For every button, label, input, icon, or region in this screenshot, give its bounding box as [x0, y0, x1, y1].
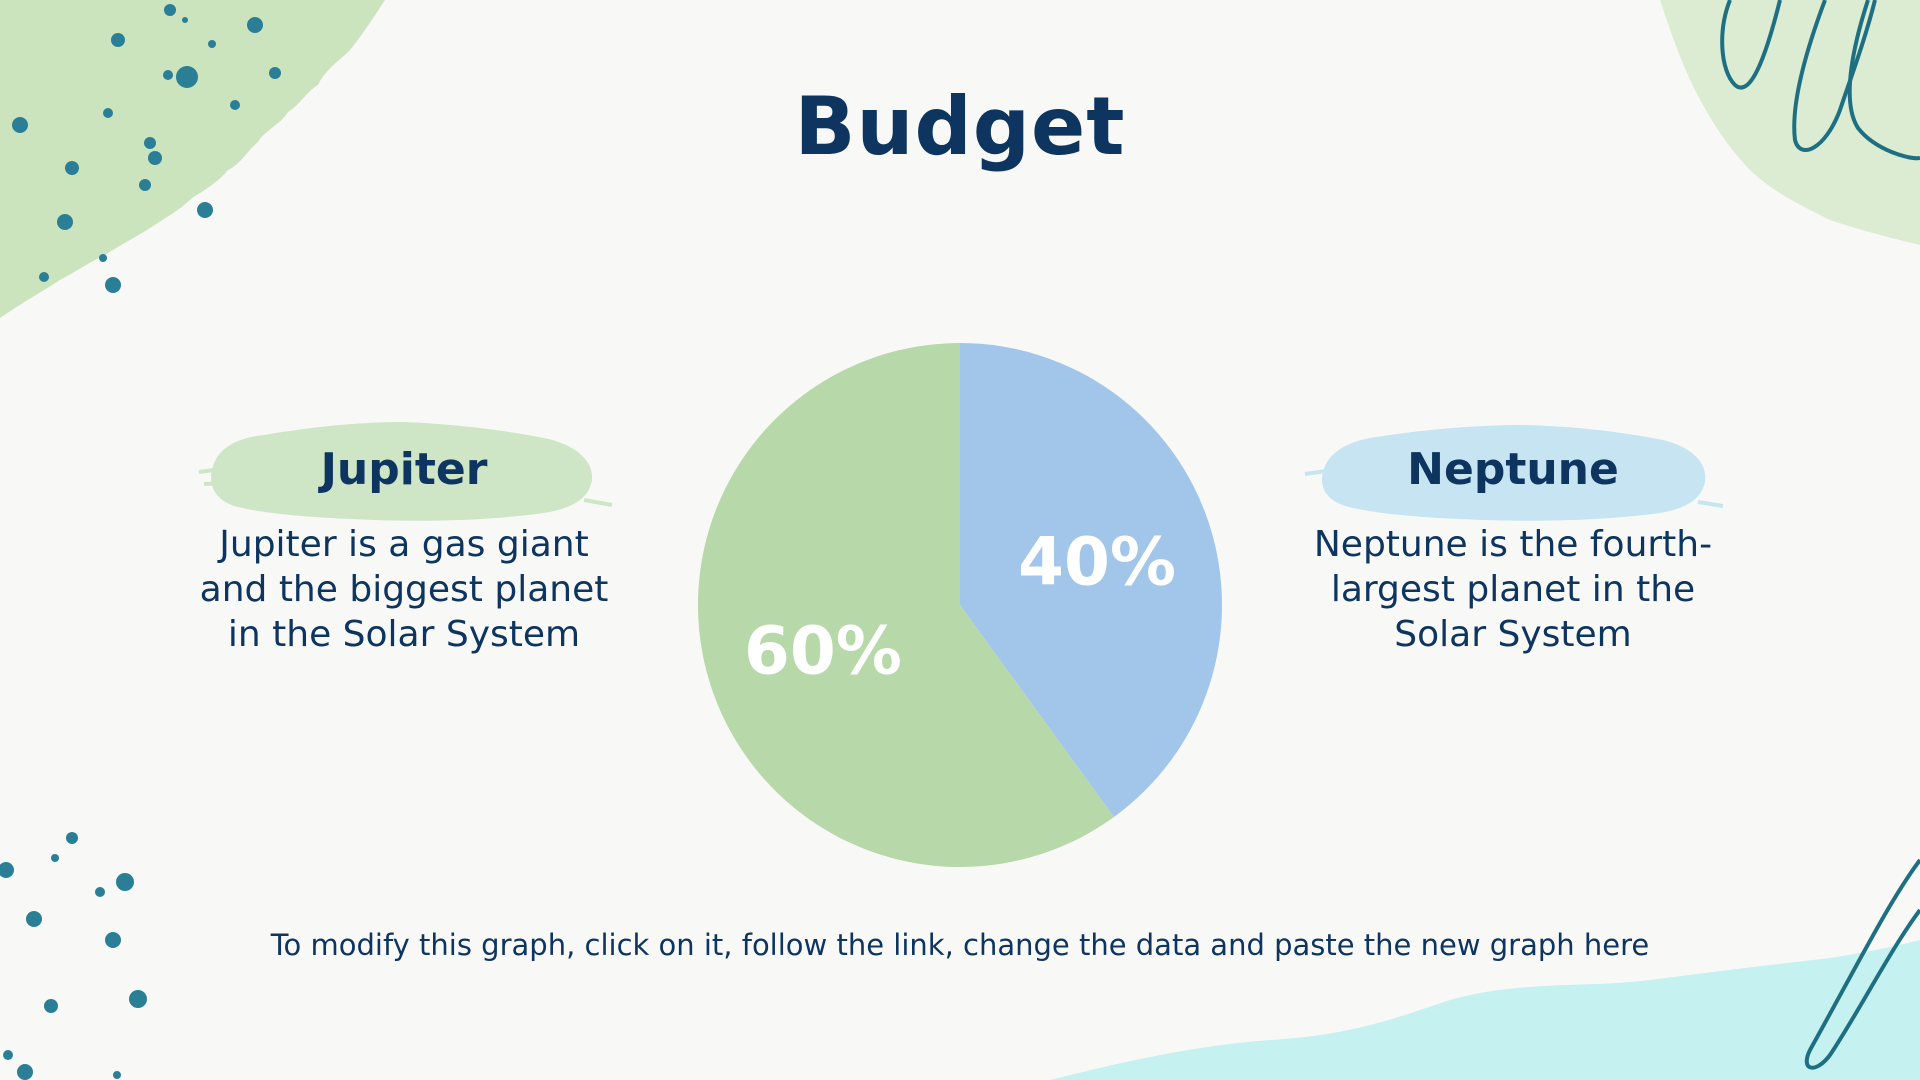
- jupiter-heading: Jupiter: [320, 444, 488, 495]
- budget-pie-chart[interactable]: 40% 60%: [690, 335, 1230, 875]
- neptune-heading: Neptune: [1407, 444, 1619, 495]
- neptune-panel: Neptune Neptune is the fourth-largest pl…: [1303, 410, 1723, 657]
- top-left-paint-splash: [0, 0, 385, 318]
- pie-label-jupiter: 60%: [744, 613, 902, 690]
- pie-label-neptune: 40%: [1018, 523, 1176, 600]
- neptune-brush-stroke: [1304, 425, 1723, 521]
- slide-title: Budget: [794, 80, 1126, 173]
- pie-slice-neptune[interactable]: [960, 343, 1222, 817]
- bottom-right-watercolor: [1050, 940, 1920, 1080]
- top-right-leaf-decoration: [1660, 0, 1920, 245]
- pie-slice-jupiter[interactable]: [697, 343, 1114, 867]
- chart-instruction-note: To modify this graph, click on it, follo…: [270, 928, 1650, 962]
- jupiter-brush-stroke: [198, 422, 613, 521]
- bottom-left-dots: [0, 832, 147, 1080]
- jupiter-description: Jupiter is a gas giant and the biggest p…: [199, 524, 609, 655]
- bottom-right-leaf-outline: [1804, 858, 1920, 1070]
- jupiter-panel: Jupiter Jupiter is a gas giant and the b…: [194, 410, 614, 657]
- neptune-description: Neptune is the fourth-largest planet in …: [1313, 524, 1713, 655]
